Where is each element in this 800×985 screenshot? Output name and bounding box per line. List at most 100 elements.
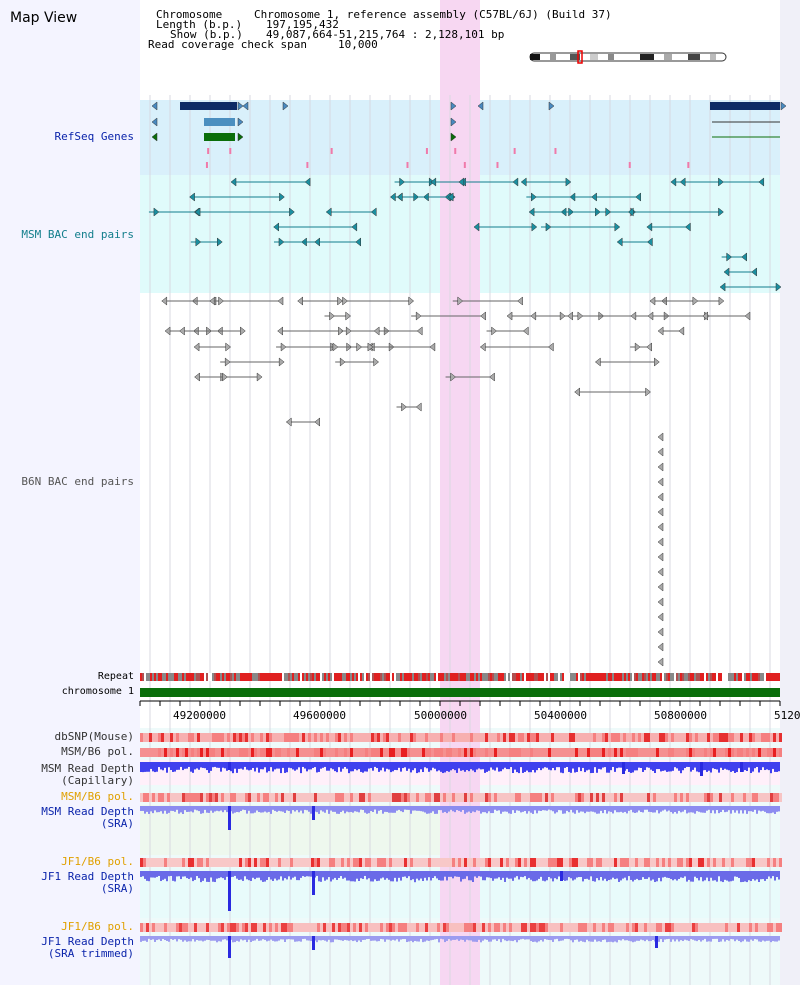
polymorphism-cell [512, 858, 515, 867]
polymorphism-cell [575, 748, 578, 757]
polymorphism-cell [215, 858, 218, 867]
polymorphism-cell [767, 733, 770, 742]
polymorphism-cell [200, 858, 203, 867]
read-depth-bar [588, 762, 590, 770]
read-depth-bar [640, 762, 642, 768]
polymorphism-cell [527, 858, 530, 867]
read-depth-bar [274, 936, 276, 942]
read-depth-bar [744, 936, 746, 940]
read-depth-bar [186, 762, 188, 769]
polymorphism-cell [392, 923, 395, 932]
read-depth-bar [338, 762, 340, 768]
read-depth-bar [660, 871, 662, 882]
read-depth-bar [530, 806, 532, 813]
repeat-segment [690, 673, 692, 681]
read-depth-bar [564, 806, 566, 814]
read-depth-bar [640, 871, 642, 880]
read-depth-bar [290, 762, 292, 769]
repeat-segment [676, 673, 678, 681]
polymorphism-cell [368, 748, 371, 757]
polymorphism-cell [293, 748, 296, 757]
repeat-segment [264, 673, 266, 681]
polymorphism-cell [596, 858, 599, 867]
b6n-bac-end [692, 296, 699, 306]
polymorphism-cell [551, 748, 554, 757]
repeat-segment [672, 673, 674, 681]
ideogram-band [608, 54, 614, 60]
repeat-segment [530, 673, 532, 681]
read-depth-bar [592, 871, 594, 882]
msm-bac-end [531, 192, 537, 202]
polymorphism-cell [539, 793, 542, 802]
repeat-segment [340, 673, 342, 681]
msm-bac-end-pairs-label[interactable]: MSM BAC end pairs [21, 228, 134, 241]
polymorphism-cell [692, 748, 695, 757]
polymorphism-cell [515, 858, 518, 867]
polymorphism-cell [566, 858, 569, 867]
b6n-bac-end-pairs-label[interactable]: B6N BAC end pairs [21, 475, 134, 488]
read-depth-bar [142, 936, 144, 941]
polymorphism-cell [443, 733, 446, 742]
read-depth-bar [482, 762, 484, 770]
read-depth-bar [330, 871, 332, 882]
polymorphism-cell [215, 923, 218, 932]
b6n-bac-end [649, 296, 656, 306]
polymorphism-cell [710, 793, 713, 802]
read-depth-bar [714, 936, 716, 939]
polymorphism-cell [731, 733, 734, 742]
polymorphism-cell [659, 923, 662, 932]
read-depth-bar [476, 936, 478, 942]
polymorphism-cell [728, 858, 731, 867]
read-depth-bar [334, 762, 336, 772]
read-depth-bar [568, 762, 570, 772]
read-depth-bar [578, 806, 580, 813]
ideogram-band [550, 54, 556, 60]
read-depth-bar [296, 806, 298, 811]
read-depth-bar [440, 936, 442, 939]
read-depth-bar [310, 871, 312, 877]
read-depth-bar [446, 762, 448, 772]
read-depth-bar [218, 871, 220, 879]
b6n-bac-end [530, 311, 537, 321]
refseq-gene [710, 102, 780, 110]
repeat-segment [518, 673, 520, 681]
read-depth-bar [640, 806, 642, 812]
read-depth-bar [204, 762, 206, 769]
read-depth-bar [538, 762, 540, 768]
msm-bac-end [726, 252, 733, 262]
read-depth-bar [584, 871, 586, 879]
read-depth-bar [414, 936, 416, 941]
polymorphism-cell [278, 733, 281, 742]
read-depth-bar [430, 762, 432, 771]
read-depth-bar [516, 936, 518, 943]
repeat-segment [190, 673, 192, 681]
polymorphism-cell [356, 858, 359, 867]
polymorphism-cell [302, 793, 305, 802]
read-depth-bar [292, 806, 294, 811]
read-depth-bar [454, 762, 456, 771]
read-depth-bar [148, 936, 150, 939]
polymorphism-cell [161, 858, 164, 867]
read-depth-bar [394, 762, 396, 770]
read-depth-bar [696, 762, 698, 772]
polymorphism-cell [329, 733, 332, 742]
b6n-bac-end [297, 296, 303, 306]
repeat-segment [410, 673, 412, 681]
polymorphism-cell [233, 793, 236, 802]
polymorphism-cell [713, 793, 716, 802]
read-depth-bar [612, 762, 614, 767]
b6n-bac-end [657, 462, 664, 472]
polymorphism-cell [545, 733, 548, 742]
polymorphism-cell [416, 793, 419, 802]
refseq-genes-label[interactable]: RefSeq Genes [54, 130, 134, 143]
repeat-segment [198, 673, 200, 681]
polymorphism-cell [443, 748, 446, 757]
polymorphism-cell [434, 923, 437, 932]
polymorphism-cell [494, 793, 497, 802]
read-depth-bar [178, 936, 180, 940]
read-depth-bar [320, 936, 322, 941]
read-depth-bar [422, 936, 424, 943]
read-depth-bar [146, 806, 148, 812]
polymorphism-cell [626, 858, 629, 867]
